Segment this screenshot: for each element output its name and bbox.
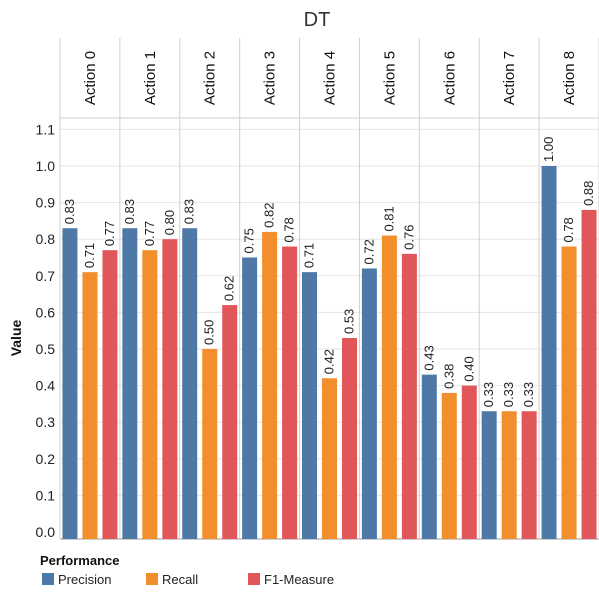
bar-precision-action-5 bbox=[361, 268, 377, 539]
bar-f1-measure-action-4 bbox=[342, 338, 357, 539]
category-header-action-6: Action 6 bbox=[441, 51, 458, 105]
bar-f1-measure-action-5 bbox=[401, 253, 417, 539]
data-label-precision-action-5: 0.72 bbox=[361, 239, 376, 264]
legend-label-f1-measure: F1-Measure bbox=[264, 572, 335, 587]
data-label-f1-measure-action-7: 0.33 bbox=[521, 382, 536, 407]
y-tick-label-3: 0.8 bbox=[36, 231, 56, 247]
category-header-action-1: Action 1 bbox=[142, 51, 159, 105]
bar-chart: DT 1.1 1.0 0.9 0.8 0.7 0.6 0.5 0.4 0.3 0.2 0.1 0.0 Va… bbox=[8, 9, 599, 540]
data-label-f1-measure-action-0: 0.77 bbox=[102, 221, 117, 246]
y-tick-label-2: 0.9 bbox=[36, 195, 56, 211]
data-label-f1-measure-action-3: 0.78 bbox=[282, 217, 297, 242]
y-tick-label-0: 1.1 bbox=[36, 121, 56, 137]
y-tick-label-4: 0.7 bbox=[36, 268, 56, 284]
data-label-precision-action-1: 0.83 bbox=[122, 199, 137, 224]
bar-f1-measure-action-3 bbox=[282, 246, 298, 539]
bar-recall-action-6 bbox=[441, 392, 457, 539]
bar-recall-action-7 bbox=[501, 411, 517, 539]
data-label-f1-measure-action-6: 0.40 bbox=[461, 356, 476, 381]
y-tick-label-10: 0.1 bbox=[36, 487, 56, 503]
legend-swatch-recall bbox=[146, 573, 158, 585]
data-label-recall-action-1: 0.77 bbox=[142, 221, 157, 246]
data-label-precision-action-8: 1.00 bbox=[541, 137, 556, 162]
bar-f1-measure-action-1 bbox=[162, 239, 178, 539]
data-label-f1-measure-action-5: 0.76 bbox=[401, 225, 416, 250]
data-label-precision-action-4: 0.71 bbox=[302, 243, 317, 268]
data-label-precision-action-0: 0.83 bbox=[62, 199, 77, 224]
category-header-action-2: Action 2 bbox=[202, 51, 219, 105]
data-label-recall-action-7: 0.33 bbox=[501, 382, 516, 407]
bar-recall-action-0 bbox=[82, 272, 98, 539]
legend-label-recall: Recall bbox=[162, 572, 199, 587]
data-label-f1-measure-action-8: 0.88 bbox=[581, 181, 596, 206]
bar-precision-action-8 bbox=[541, 166, 557, 539]
bar-recall-action-8 bbox=[561, 246, 577, 539]
data-label-precision-action-3: 0.75 bbox=[242, 228, 257, 253]
data-label-precision-action-6: 0.43 bbox=[421, 345, 436, 370]
data-label-recall-action-3: 0.82 bbox=[262, 203, 277, 228]
data-label-f1-measure-action-2: 0.62 bbox=[222, 276, 237, 301]
legend-item-recall[interactable]: Recall bbox=[146, 573, 198, 587]
bar-recall-action-3 bbox=[262, 231, 278, 539]
data-label-recall-action-6: 0.38 bbox=[441, 364, 456, 389]
legend-label-precision: Precision bbox=[58, 572, 112, 587]
legend-swatch-precision bbox=[42, 573, 54, 585]
category-header-action-0: Action 0 bbox=[82, 51, 99, 105]
bar-f1-measure-action-2 bbox=[222, 305, 238, 539]
y-tick-label-1: 1.0 bbox=[36, 158, 56, 174]
y-tick-label-8: 0.3 bbox=[36, 414, 56, 430]
data-label-recall-action-2: 0.50 bbox=[202, 320, 217, 345]
bar-precision-action-2 bbox=[182, 228, 198, 539]
data-label-precision-action-2: 0.83 bbox=[182, 199, 197, 224]
category-header-action-7: Action 7 bbox=[501, 51, 518, 105]
data-label-precision-action-7: 0.33 bbox=[481, 382, 496, 407]
y-tick-label-7: 0.4 bbox=[36, 378, 56, 394]
y-tick-label-6: 0.5 bbox=[36, 341, 56, 357]
bar-precision-action-3 bbox=[242, 257, 258, 539]
bar-f1-measure-action-8 bbox=[581, 209, 597, 540]
legend-item-f1-measure[interactable]: F1-Measure bbox=[248, 573, 334, 587]
legend-title: Performance bbox=[40, 553, 120, 568]
category-header-action-4: Action 4 bbox=[322, 51, 339, 105]
bar-f1-measure-action-0 bbox=[102, 250, 118, 539]
y-axis-title: Value bbox=[8, 320, 24, 357]
y-tick-label-11: 0.0 bbox=[36, 524, 56, 540]
bar-recall-action-1 bbox=[142, 250, 158, 539]
data-label-recall-action-4: 0.42 bbox=[322, 349, 337, 374]
data-label-recall-action-5: 0.81 bbox=[381, 206, 396, 231]
legend-swatch-f1-measure bbox=[248, 573, 260, 585]
data-label-recall-action-8: 0.78 bbox=[561, 217, 576, 242]
bar-f1-measure-action-7 bbox=[521, 411, 537, 539]
legend-item-precision[interactable]: Precision bbox=[42, 573, 111, 587]
bar-precision-action-0 bbox=[62, 228, 78, 539]
bar-precision-action-4 bbox=[302, 272, 317, 539]
bar-precision-action-7 bbox=[481, 411, 497, 539]
chart-title: DT bbox=[304, 9, 331, 31]
category-header-action-3: Action 3 bbox=[262, 51, 279, 105]
y-tick-label-5: 0.6 bbox=[36, 304, 56, 320]
data-label-recall-action-0: 0.71 bbox=[82, 243, 97, 268]
data-label-f1-measure-action-4: 0.53 bbox=[342, 309, 357, 334]
bar-recall-action-5 bbox=[381, 235, 397, 540]
bar-precision-action-1 bbox=[122, 228, 138, 539]
category-header-action-8: Action 8 bbox=[561, 51, 578, 105]
legend: Performance Precision Recall F1-Measure bbox=[40, 553, 440, 589]
y-tick-label-9: 0.2 bbox=[36, 451, 56, 467]
category-header-action-5: Action 5 bbox=[381, 51, 398, 105]
bar-f1-measure-action-6 bbox=[461, 385, 477, 539]
bar-recall-action-2 bbox=[202, 349, 218, 539]
bar-recall-action-4 bbox=[322, 378, 337, 539]
bar-precision-action-6 bbox=[421, 374, 437, 539]
data-label-f1-measure-action-1: 0.80 bbox=[162, 210, 177, 235]
